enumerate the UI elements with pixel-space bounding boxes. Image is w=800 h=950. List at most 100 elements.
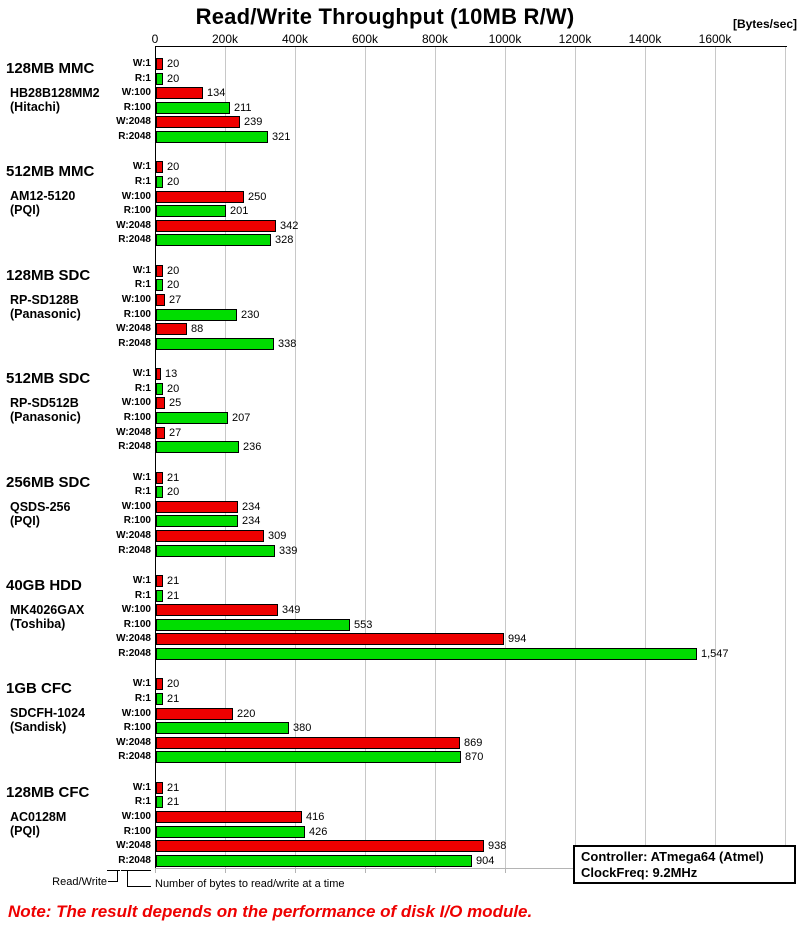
- clockfreq-line: ClockFreq: 9.2MHz: [581, 865, 698, 880]
- read-bar: [156, 693, 163, 705]
- bar-value-label: 20: [167, 73, 180, 85]
- read-bar: [156, 826, 305, 838]
- axis-unit-label: [Bytes/sec]: [732, 17, 797, 31]
- bar-value-label: 349: [282, 604, 301, 616]
- bar-row-label: R:2048: [118, 338, 151, 349]
- bar-value-label: 20: [167, 58, 180, 70]
- bar-value-label: 20: [167, 486, 180, 498]
- read-bar: [156, 751, 461, 763]
- bar-row-label: R:2048: [118, 131, 151, 142]
- read-bar: [156, 590, 163, 602]
- bar-row-label: W:2048: [116, 427, 151, 438]
- bar-row-label: W:1: [132, 678, 151, 689]
- bar-value-label: 553: [354, 619, 373, 631]
- plot-bottom-line: [155, 868, 787, 869]
- bar-row-label: R:1: [134, 176, 151, 187]
- bar-row-label: R:1: [134, 383, 151, 394]
- write-bar: [156, 191, 244, 203]
- bar-value-label: 234: [242, 501, 261, 513]
- bar-value-label: 869: [464, 737, 483, 749]
- gridline: [575, 47, 576, 868]
- bar-value-label: 88: [191, 323, 204, 335]
- controller-line: Controller: ATmega64 (Atmel): [581, 849, 764, 864]
- footnote-read-write: Read/Write: [52, 876, 107, 888]
- device-maker: (PQI): [10, 513, 40, 528]
- bar-row-label: W:2048: [116, 220, 151, 231]
- read-bar: [156, 648, 697, 660]
- connector-read-write-vertical: [117, 871, 118, 882]
- bar-row-label: R:100: [123, 412, 151, 423]
- bar-row-label: W:1: [132, 58, 151, 69]
- bar-value-label: 21: [167, 575, 180, 587]
- write-bar: [156, 265, 163, 277]
- bar-value-label: 20: [167, 176, 180, 188]
- device-maker: (PQI): [10, 203, 40, 218]
- read-bar: [156, 338, 274, 350]
- bar-value-label: 13: [165, 368, 178, 380]
- bar-row-label: R:100: [123, 102, 151, 113]
- device-model: QSDS-256: [10, 499, 71, 514]
- bar-value-label: 328: [275, 234, 294, 246]
- underline-bytes-count: [121, 870, 151, 871]
- bar-value-label: 21: [167, 693, 180, 705]
- bottom-tick: [435, 869, 436, 873]
- x-axis-line: [155, 46, 787, 47]
- bar-value-label: 21: [167, 782, 180, 794]
- bar-row-label: R:1: [134, 73, 151, 84]
- bar-row-label: R:100: [123, 619, 151, 630]
- bar-value-label: 321: [272, 131, 291, 143]
- x-axis-tick-label: 200k: [211, 32, 239, 46]
- read-bar: [156, 441, 239, 453]
- bar-row-label: W:2048: [116, 840, 151, 851]
- bar-value-label: 220: [237, 708, 256, 720]
- bar-row-label: W:100: [121, 191, 151, 202]
- bar-row-label: W:100: [121, 811, 151, 822]
- bar-row-label: W:2048: [116, 323, 151, 334]
- read-bar: [156, 515, 238, 527]
- bar-value-label: 904: [476, 855, 495, 867]
- bottom-tick: [295, 869, 296, 873]
- write-bar: [156, 633, 504, 645]
- bar-value-label: 20: [167, 265, 180, 277]
- x-axis-tick-label: 400k: [281, 32, 309, 46]
- bar-value-label: 339: [279, 545, 298, 557]
- bar-value-label: 250: [248, 191, 267, 203]
- bar-row-label: R:100: [123, 826, 151, 837]
- bar-row-label: W:1: [132, 161, 151, 172]
- bottom-tick: [155, 869, 156, 873]
- chart-title: Read/Write Throughput (10MB R/W): [195, 4, 575, 29]
- x-axis-tick-label: 0: [151, 32, 159, 46]
- read-bar: [156, 205, 226, 217]
- bar-row-label: W:2048: [116, 116, 151, 127]
- bar-value-label: 938: [488, 840, 507, 852]
- read-bar: [156, 73, 163, 85]
- read-bar: [156, 796, 163, 808]
- bar-value-label: 309: [268, 530, 287, 542]
- bar-row-label: R:1: [134, 590, 151, 601]
- connector-bytes-horizontal: [127, 886, 151, 887]
- bar-value-label: 338: [278, 338, 297, 350]
- write-bar: [156, 737, 460, 749]
- bar-row-label: R:1: [134, 486, 151, 497]
- device-model: RP-SD512B: [10, 396, 79, 411]
- bar-row-label: W:100: [121, 294, 151, 305]
- bar-row-label: W:1: [132, 575, 151, 586]
- device-maker: (Panasonic): [10, 306, 81, 321]
- read-bar: [156, 309, 237, 321]
- write-bar: [156, 530, 264, 542]
- x-axis-tick-label: 800k: [421, 32, 449, 46]
- bar-row-label: W:100: [121, 501, 151, 512]
- bar-value-label: 234: [242, 515, 261, 527]
- device-model: HB28B128MM2: [10, 86, 100, 100]
- read-bar: [156, 722, 289, 734]
- gridline: [715, 47, 716, 868]
- write-bar: [156, 323, 187, 335]
- gridline: [365, 47, 366, 868]
- bar-row-label: W:2048: [116, 737, 151, 748]
- bar-row-label: R:100: [123, 205, 151, 216]
- write-bar: [156, 368, 161, 380]
- bar-value-label: 207: [232, 412, 251, 424]
- device-name: 128MB SDC: [6, 266, 91, 284]
- bar-value-label: 21: [167, 590, 180, 602]
